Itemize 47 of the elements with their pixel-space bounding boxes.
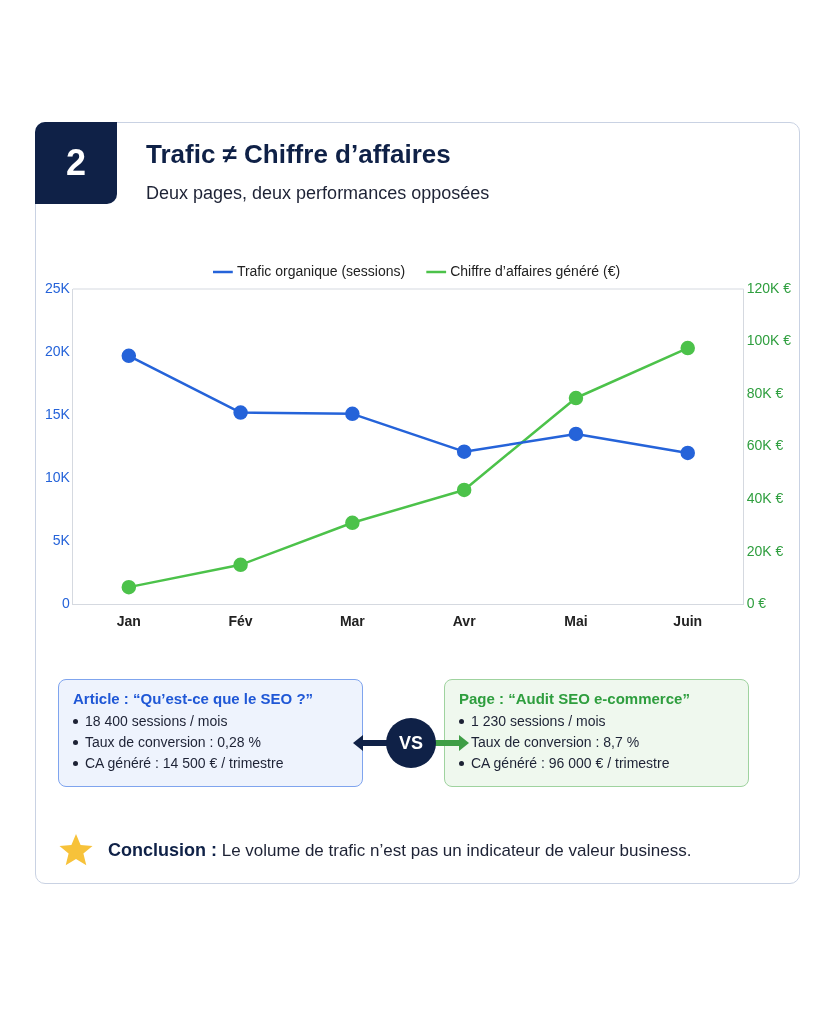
text: Conclusion :: [108, 840, 217, 860]
legend-label: Trafic organique (sessions): [236, 262, 406, 279]
point: [456, 482, 472, 498]
y2-tick-label: 20K €: [746, 542, 784, 559]
point: [680, 445, 695, 461]
text: Taux de conversion : 0,28 %: [85, 734, 261, 750]
y2-tick-label: 0 €: [746, 595, 767, 612]
y-tick-label: 15K: [44, 405, 71, 422]
point: [568, 426, 584, 442]
point: [680, 340, 695, 356]
point: [233, 557, 248, 573]
point: [456, 444, 472, 459]
legend-label: Chiffre d’affaires généré (€): [450, 262, 621, 279]
text: VS: [386, 718, 436, 768]
point: [345, 515, 360, 531]
x-tick-label: Avr: [452, 613, 477, 630]
y2-tick-label: 40K €: [746, 489, 784, 506]
x-tick-label: Fév: [228, 613, 253, 630]
text: CA généré : 14 500 € / trimestre: [85, 755, 284, 771]
x-tick-label: Mar: [339, 613, 366, 630]
x-tick-label: Juin: [673, 613, 703, 630]
text: 2: [35, 122, 117, 204]
point: [121, 348, 137, 364]
y-tick-label: 10K: [44, 468, 71, 485]
y2-tick-label: 100K €: [746, 332, 792, 349]
text: 1 230 sessions / mois: [471, 713, 606, 729]
point: [121, 579, 137, 595]
point: [233, 405, 248, 420]
text: Article : “Qu’est-ce que le SEO ?”: [73, 690, 315, 707]
x-tick-label: Mai: [564, 613, 588, 630]
chart-title: Trafic ≠ Chiffre d’affaires: [146, 139, 451, 170]
y-tick-label: 0: [62, 595, 71, 612]
text: Taux de conversion : 8,7 %: [471, 734, 640, 750]
text: 18 400 sessions / mois: [85, 713, 228, 729]
point: [568, 390, 584, 406]
y-tick-label: 25K: [44, 279, 71, 296]
text: Le volume de trafic n’est pas un indicateur de valeur business.: [221, 841, 692, 860]
point: [345, 406, 360, 422]
y-tick-label: 5K: [52, 532, 71, 549]
y2-tick-label: 80K €: [746, 384, 784, 401]
y2-tick-label: 120K €: [746, 279, 792, 296]
chart-subtitle: Deux pages, deux performances opposées: [146, 183, 490, 204]
x-tick-label: Jan: [116, 613, 141, 630]
text: Page : “Audit SEO e-commerce”: [459, 690, 691, 707]
y-tick-label: 20K: [44, 342, 71, 359]
y2-tick-label: 60K €: [746, 437, 784, 454]
text: CA généré : 96 000 € / trimestre: [471, 755, 670, 771]
